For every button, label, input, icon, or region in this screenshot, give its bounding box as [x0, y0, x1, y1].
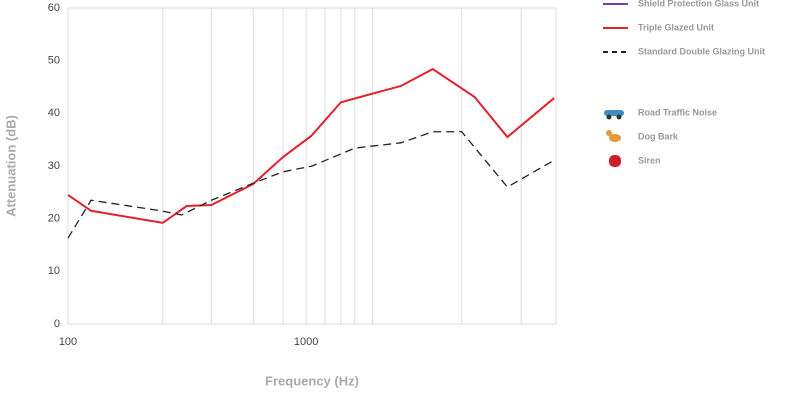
- x-axis-title: Frequency (Hz): [265, 373, 359, 388]
- x-tick-label: 1000: [294, 336, 318, 348]
- legend-label: Triple Glazed Unit: [638, 22, 714, 32]
- noise-icons: [604, 110, 624, 167]
- y-tick-label: 30: [48, 160, 60, 172]
- x-tick-label: 100: [59, 336, 77, 348]
- y-tick-label: 10: [48, 265, 60, 277]
- legend-label: Standard Double Glazing Unit: [638, 46, 765, 56]
- y-tick-label: 60: [48, 2, 60, 14]
- plot-frame: [67, 7, 557, 325]
- noise-source-label: Dog Bark: [638, 131, 679, 141]
- series-line: [67, 131, 555, 239]
- y-tick-label: 50: [48, 55, 60, 67]
- legend-label: Shield Protection Glass Unit: [638, 0, 759, 8]
- y-tick-label: 40: [48, 107, 60, 119]
- y-tick-label: 0: [54, 318, 60, 330]
- noise-source-label: Siren: [638, 155, 661, 165]
- noise-source-label: Road Traffic Noise: [638, 107, 717, 117]
- y-axis-title: Attenuation (dB): [3, 115, 18, 217]
- series-line: [67, 67, 555, 224]
- y-tick-label: 20: [48, 213, 60, 225]
